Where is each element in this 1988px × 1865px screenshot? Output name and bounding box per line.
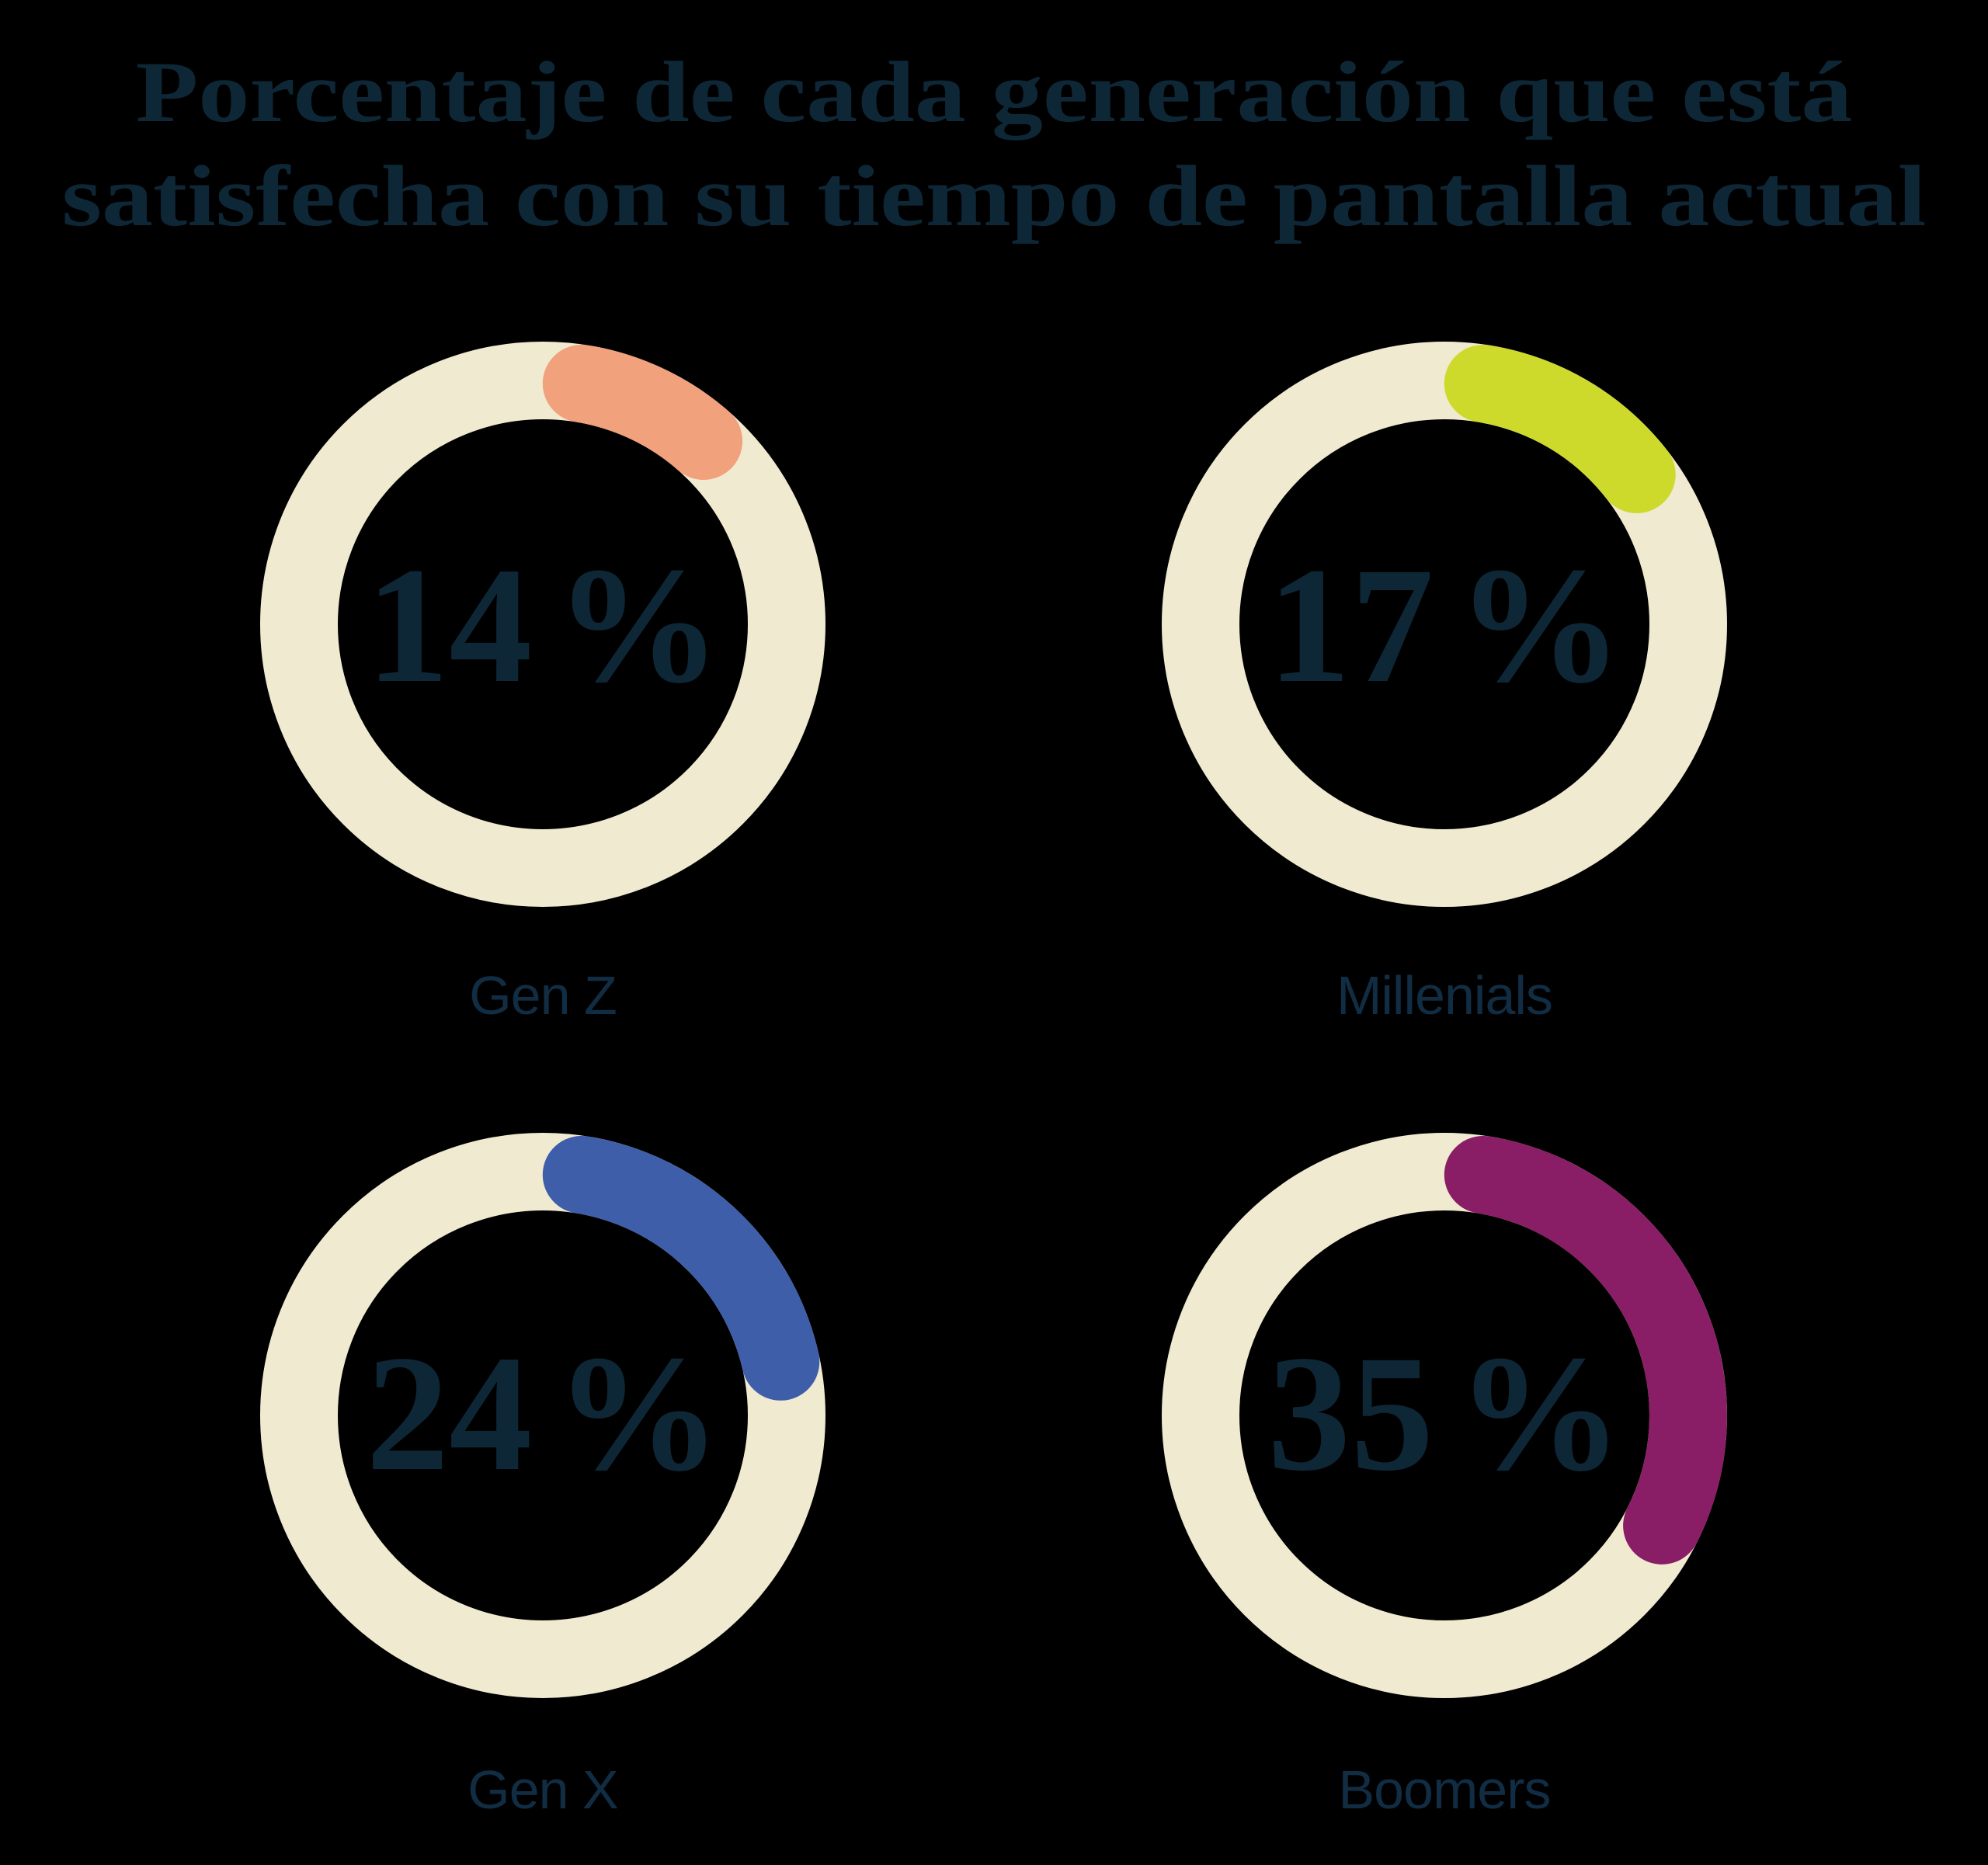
svg-text:17 %: 17 %	[1267, 533, 1623, 717]
svg-text:35 %: 35 %	[1267, 1321, 1623, 1506]
svg-text:14 %: 14 %	[366, 533, 721, 717]
svg-text:24 %: 24 %	[366, 1321, 721, 1506]
